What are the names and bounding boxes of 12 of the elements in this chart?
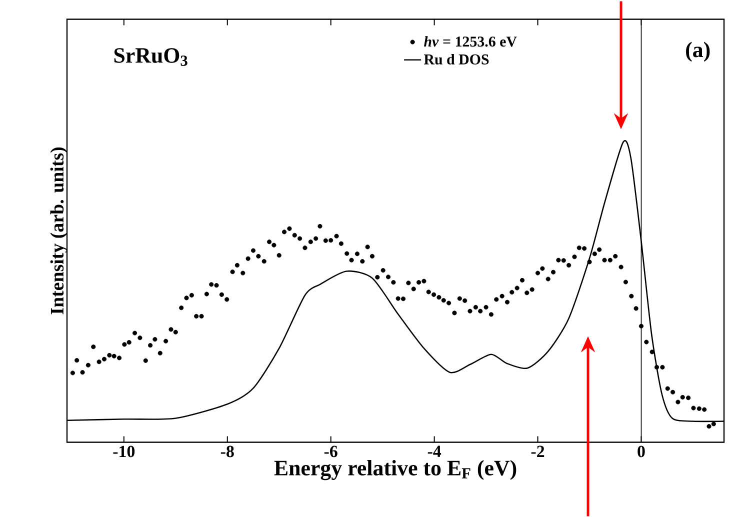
x-tick-label: -4 <box>428 446 442 457</box>
legend-label: hν = 1253.6 eV <box>424 36 517 46</box>
x-tick-label: -6 <box>324 446 338 457</box>
x-axis-title: Energy relative to E$_{F}$ (eV) <box>274 460 516 480</box>
legend-label: Ru d DOS <box>424 54 489 64</box>
x-tick-label: -8 <box>220 446 234 457</box>
chart-title: SrRuO$_{3}$ <box>114 48 188 66</box>
x-tick-label: 0 <box>638 446 645 457</box>
text: (a) <box>686 42 710 62</box>
y-axis-title: Intensity (arb. units) <box>50 147 68 314</box>
x-tick-label: -2 <box>531 446 544 457</box>
x-tick-label: -10 <box>113 446 135 457</box>
